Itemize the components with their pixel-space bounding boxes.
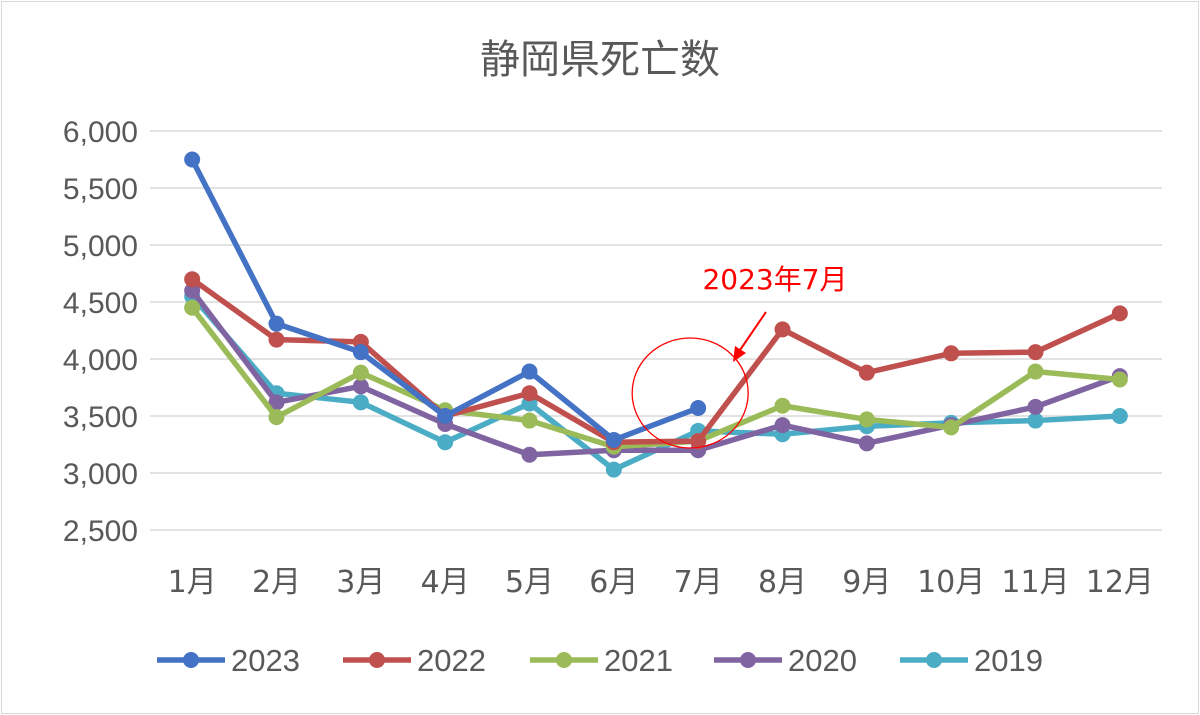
data-point-2020-9月 — [858, 435, 875, 452]
x-tick-label: 8月 — [758, 565, 807, 600]
annotation-group: 2023年7月 — [631, 263, 848, 449]
legend-item-2021: 2021 — [530, 643, 673, 678]
x-tick-label: 4月 — [421, 565, 470, 600]
series-2021 — [184, 299, 1128, 455]
y-tick-label: 2,500 — [63, 515, 138, 548]
x-tick-label: 5月 — [505, 565, 554, 600]
y-tick-label: 6,000 — [63, 116, 138, 149]
annotation-arrowhead — [733, 346, 746, 362]
data-point-2022-5月 — [521, 385, 538, 402]
data-point-2020-3月 — [352, 378, 369, 395]
data-point-2020-8月 — [774, 417, 791, 434]
legend-item-2022: 2022 — [343, 643, 486, 678]
y-tick-label: 5,000 — [63, 230, 138, 263]
y-tick-label: 3,000 — [63, 458, 138, 491]
annotation-arrow-line — [737, 311, 767, 354]
series-2020 — [184, 282, 1128, 463]
y-axis-ticks: 2,500 3,000 3,500 4,000 4,500 5,000 5,500 6,000 — [63, 116, 138, 548]
y-tick-label: 3,500 — [63, 401, 138, 434]
data-point-2019-6月 — [605, 461, 622, 478]
x-tick-label: 9月 — [842, 565, 891, 600]
data-point-2019-3月 — [352, 394, 369, 411]
data-point-2019-4月 — [437, 434, 454, 451]
legend-label: 2020 — [788, 643, 857, 678]
data-point-2019-12月 — [1111, 408, 1128, 424]
x-tick-label: 1月 — [168, 565, 217, 600]
data-point-2021-8月 — [774, 397, 791, 414]
x-tick-label: 3月 — [336, 565, 385, 600]
data-point-2021-5月 — [521, 412, 538, 429]
legend-label: 2019 — [974, 643, 1043, 678]
data-point-2021-3月 — [352, 364, 369, 381]
data-point-2020-11月 — [1027, 398, 1044, 415]
grid-lines — [150, 130, 1162, 531]
series-2023 — [184, 151, 707, 448]
x-tick-label: 11月 — [1001, 565, 1069, 600]
x-tick-label: 12月 — [1086, 565, 1154, 600]
annotation-circle — [631, 337, 749, 449]
legend-swatch-marker — [926, 652, 942, 668]
data-point-2022-1月 — [184, 271, 201, 288]
y-tick-label: 4,000 — [63, 344, 138, 377]
data-point-2022-2月 — [268, 331, 285, 348]
y-tick-label: 4,500 — [63, 287, 138, 320]
data-point-2022-7月 — [690, 433, 707, 450]
series-line-2023 — [189, 156, 701, 443]
legend-swatch-marker — [369, 652, 385, 668]
data-point-2021-10月 — [943, 419, 960, 436]
data-point-2023-1月 — [184, 151, 201, 168]
x-tick-label: 7月 — [674, 565, 723, 600]
data-point-2019-11月 — [1027, 412, 1044, 429]
annotation-label: 2023年7月 — [702, 263, 847, 296]
chart-title: 静岡県死亡数 — [480, 37, 720, 83]
x-tick-label: 2月 — [252, 565, 301, 600]
series-line-2020 — [189, 287, 1123, 458]
data-point-2023-2月 — [268, 315, 285, 332]
data-point-2022-8月 — [774, 321, 791, 338]
y-tick-label: 5,500 — [63, 173, 138, 206]
data-point-2022-10月 — [943, 345, 960, 362]
data-point-2022-12月 — [1111, 305, 1128, 322]
legend-item-2023: 2023 — [157, 643, 300, 678]
legend-label: 2022 — [417, 643, 486, 678]
legend-item-2020: 2020 — [714, 643, 857, 678]
data-point-2020-1月 — [184, 282, 201, 299]
data-point-2023-5月 — [521, 363, 538, 380]
legend: 2023 2022 2021 2020 2019 — [157, 643, 1043, 678]
data-point-2021-12月 — [1111, 371, 1128, 388]
legend-swatch-marker — [556, 652, 572, 668]
data-point-2020-2月 — [268, 394, 285, 411]
series-group — [184, 151, 1128, 478]
data-point-2021-11月 — [1027, 363, 1044, 380]
data-point-2021-1月 — [184, 299, 201, 316]
data-point-2020-5月 — [521, 446, 538, 463]
legend-swatch-marker — [183, 652, 199, 668]
data-point-2022-9月 — [858, 364, 875, 381]
data-point-2021-2月 — [268, 409, 285, 426]
x-axis-ticks: 1月 2月 3月 4月 5月 6月 7月 8月 9月 10月 11月 12月 — [168, 565, 1154, 600]
x-tick-label: 6月 — [589, 565, 638, 600]
series-line-2022 — [189, 276, 1123, 445]
data-point-2022-11月 — [1027, 344, 1044, 361]
x-tick-label: 10月 — [917, 565, 985, 600]
legend-swatch-marker — [740, 652, 756, 668]
data-point-2023-7月 — [690, 400, 707, 417]
data-point-2023-3月 — [352, 344, 369, 361]
legend-label: 2023 — [231, 643, 300, 678]
legend-label: 2021 — [604, 643, 673, 678]
data-point-2021-9月 — [858, 411, 875, 428]
legend-item-2019: 2019 — [900, 643, 1043, 678]
data-point-2023-6月 — [605, 431, 622, 448]
data-point-2023-4月 — [437, 408, 454, 424]
